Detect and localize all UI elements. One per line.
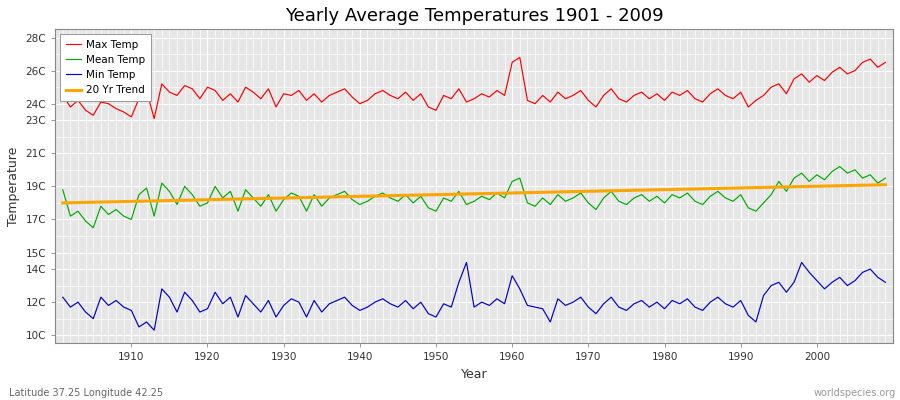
Max Temp [507, 60, 517, 65]
Min Temp [614, 305, 625, 310]
Mean Temp [339, 189, 350, 194]
Min Temp [293, 300, 304, 304]
Text: Latitude 37.25 Longitude 42.25: Latitude 37.25 Longitude 42.25 [9, 388, 163, 398]
Max Temp [880, 60, 891, 65]
Mean Temp [834, 164, 845, 169]
Max Temp [148, 116, 159, 121]
Line: Max Temp: Max Temp [63, 57, 886, 118]
Mean Temp [880, 176, 891, 180]
Max Temp [293, 88, 304, 93]
Y-axis label: Temperature: Temperature [7, 147, 20, 226]
Min Temp [148, 328, 159, 333]
Mean Temp [515, 176, 526, 180]
Min Temp [522, 303, 533, 308]
Title: Yearly Average Temperatures 1901 - 2009: Yearly Average Temperatures 1901 - 2009 [284, 7, 663, 25]
Mean Temp [58, 187, 68, 192]
Min Temp [515, 286, 526, 291]
Line: Mean Temp: Mean Temp [63, 166, 886, 228]
Max Temp [522, 98, 533, 103]
Text: worldspecies.org: worldspecies.org [814, 388, 896, 398]
Mean Temp [606, 189, 616, 194]
Line: Min Temp: Min Temp [63, 262, 886, 330]
Min Temp [118, 305, 129, 310]
Max Temp [614, 96, 625, 101]
Mean Temp [507, 179, 517, 184]
Max Temp [58, 93, 68, 98]
Min Temp [461, 260, 472, 265]
Max Temp [515, 55, 526, 60]
Mean Temp [126, 217, 137, 222]
Max Temp [118, 110, 129, 114]
X-axis label: Year: Year [461, 368, 488, 381]
Legend: Max Temp, Mean Temp, Min Temp, 20 Yr Trend: Max Temp, Mean Temp, Min Temp, 20 Yr Tre… [60, 34, 150, 100]
Max Temp [339, 86, 350, 91]
Mean Temp [293, 194, 304, 199]
Min Temp [58, 295, 68, 300]
Min Temp [880, 280, 891, 285]
Mean Temp [88, 225, 99, 230]
Min Temp [339, 295, 350, 300]
